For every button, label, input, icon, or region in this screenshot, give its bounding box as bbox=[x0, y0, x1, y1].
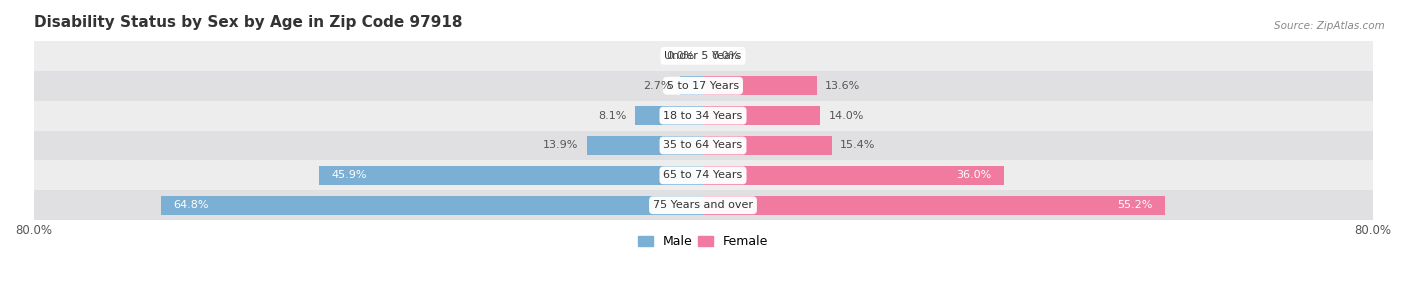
Text: 45.9%: 45.9% bbox=[332, 170, 367, 180]
Bar bbox=[34, 190, 1372, 220]
Text: 65 to 74 Years: 65 to 74 Years bbox=[664, 170, 742, 180]
Text: 14.0%: 14.0% bbox=[828, 111, 863, 120]
Text: 13.9%: 13.9% bbox=[543, 141, 578, 150]
Text: Under 5 Years: Under 5 Years bbox=[665, 51, 741, 61]
Bar bbox=[34, 160, 1372, 190]
Text: 35 to 64 Years: 35 to 64 Years bbox=[664, 141, 742, 150]
Bar bbox=[636, 106, 703, 125]
Bar bbox=[34, 101, 1372, 131]
Bar bbox=[34, 71, 1372, 101]
Text: 55.2%: 55.2% bbox=[1116, 200, 1153, 210]
Text: 0.0%: 0.0% bbox=[666, 51, 695, 61]
Bar bbox=[160, 196, 703, 214]
Text: Source: ZipAtlas.com: Source: ZipAtlas.com bbox=[1274, 21, 1385, 31]
Legend: Male, Female: Male, Female bbox=[633, 230, 773, 253]
Bar bbox=[34, 131, 1372, 160]
Text: 75 Years and over: 75 Years and over bbox=[652, 200, 754, 210]
Bar bbox=[703, 136, 832, 155]
Bar bbox=[681, 77, 703, 95]
Bar bbox=[703, 77, 817, 95]
Text: 0.0%: 0.0% bbox=[711, 51, 740, 61]
Bar bbox=[703, 196, 1166, 214]
Text: Disability Status by Sex by Age in Zip Code 97918: Disability Status by Sex by Age in Zip C… bbox=[34, 15, 463, 30]
Bar bbox=[34, 41, 1372, 71]
Text: 15.4%: 15.4% bbox=[841, 141, 876, 150]
Bar bbox=[319, 166, 703, 185]
Text: 18 to 34 Years: 18 to 34 Years bbox=[664, 111, 742, 120]
Bar bbox=[703, 106, 820, 125]
Text: 2.7%: 2.7% bbox=[644, 81, 672, 91]
Text: 13.6%: 13.6% bbox=[825, 81, 860, 91]
Text: 64.8%: 64.8% bbox=[173, 200, 208, 210]
Text: 36.0%: 36.0% bbox=[956, 170, 991, 180]
Text: 5 to 17 Years: 5 to 17 Years bbox=[666, 81, 740, 91]
Bar bbox=[703, 166, 1004, 185]
Text: 8.1%: 8.1% bbox=[599, 111, 627, 120]
Bar bbox=[586, 136, 703, 155]
